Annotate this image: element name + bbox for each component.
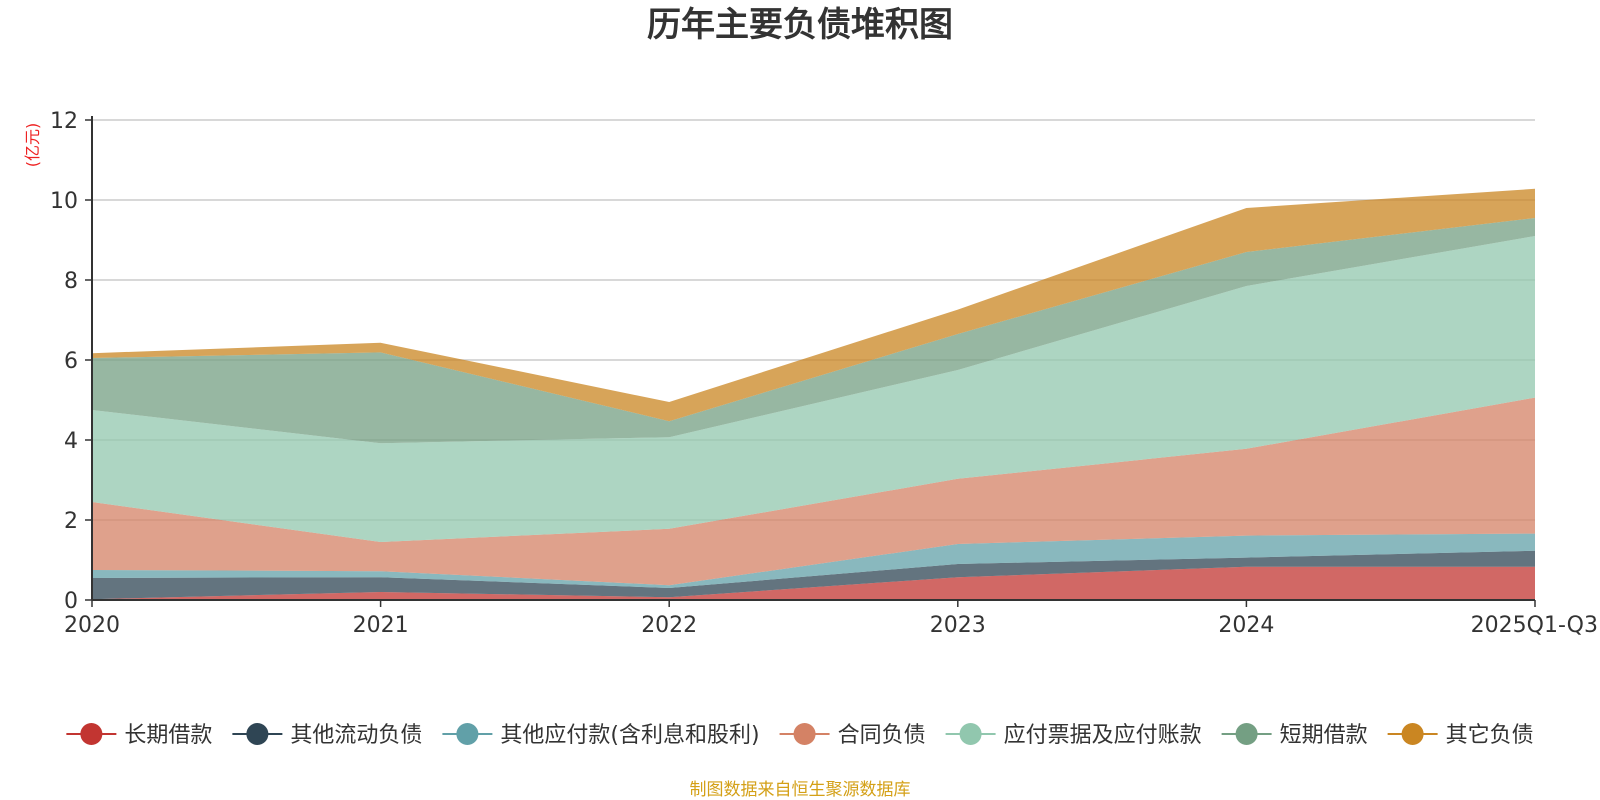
- y-tick-label: 2: [64, 509, 78, 534]
- legend-label: 长期借款: [124, 723, 212, 748]
- axes: 0 2 4 6 8 10 12 2020 2021 2022 2023 2024 2025Q1-Q3: [50, 109, 1598, 638]
- legend-label: 合同负债: [838, 723, 926, 748]
- x-tick-label: 2020: [64, 613, 120, 638]
- area-series-group: [92, 188, 1535, 600]
- y-tick-label: 12: [50, 109, 78, 134]
- x-tick-label: 2021: [353, 613, 409, 638]
- area-series-0[interactable]: [92, 566, 1535, 600]
- y-tick-label: 8: [64, 269, 78, 294]
- legend-item[interactable]: 长期借款: [66, 723, 212, 748]
- x-tick-label: 2024: [1218, 613, 1274, 638]
- legend[interactable]: 长期借款 其他流动负债 其他应付款(含利息和股利) 合同负债 应付票据及应付账款 短期借款…: [66, 723, 1534, 748]
- y-tick-label: 4: [64, 429, 78, 454]
- legend-label: 其它负债: [1446, 723, 1534, 748]
- legend-marker: [1401, 723, 1424, 745]
- y-tick-label: 6: [64, 349, 78, 374]
- x-tick-label: 2022: [641, 613, 697, 638]
- area-series-4[interactable]: [92, 236, 1535, 542]
- x-tick-label: 2025Q1-Q3: [1471, 613, 1598, 638]
- legend-item[interactable]: 其他应付款(含利息和股利): [442, 723, 760, 748]
- legend-label: 其他应付款(含利息和股利): [500, 723, 759, 748]
- legend-item[interactable]: 其它负债: [1387, 723, 1534, 748]
- legend-marker: [1235, 723, 1258, 745]
- legend-marker: [80, 723, 103, 745]
- area-series-1[interactable]: [92, 550, 1535, 600]
- y-tick-label: 10: [50, 189, 78, 214]
- legend-marker: [456, 723, 479, 745]
- legend-item[interactable]: 应付票据及应付账款: [945, 723, 1202, 748]
- area-series-3[interactable]: [92, 397, 1535, 586]
- legend-marker: [793, 723, 816, 745]
- x-tick-label: 2023: [930, 613, 986, 638]
- legend-item[interactable]: 短期借款: [1221, 723, 1368, 748]
- legend-label: 其他流动负债: [290, 723, 422, 748]
- legend-item[interactable]: 其他流动负债: [232, 723, 422, 748]
- data-source-note: 制图数据来自恒生聚源数据库: [690, 780, 911, 800]
- legend-item[interactable]: 合同负债: [779, 723, 926, 748]
- legend-marker: [959, 723, 982, 745]
- area-series-6[interactable]: [92, 188, 1535, 422]
- legend-marker: [246, 723, 269, 745]
- legend-label: 应付票据及应付账款: [1004, 723, 1202, 748]
- y-axis-unit: (亿元): [23, 123, 42, 168]
- area-series-5[interactable]: [92, 218, 1535, 444]
- legend-label: 短期借款: [1280, 723, 1368, 748]
- y-tick-label: 0: [64, 589, 78, 614]
- area-series-2[interactable]: [92, 533, 1535, 588]
- chart-title: 历年主要负债堆积图: [647, 5, 953, 45]
